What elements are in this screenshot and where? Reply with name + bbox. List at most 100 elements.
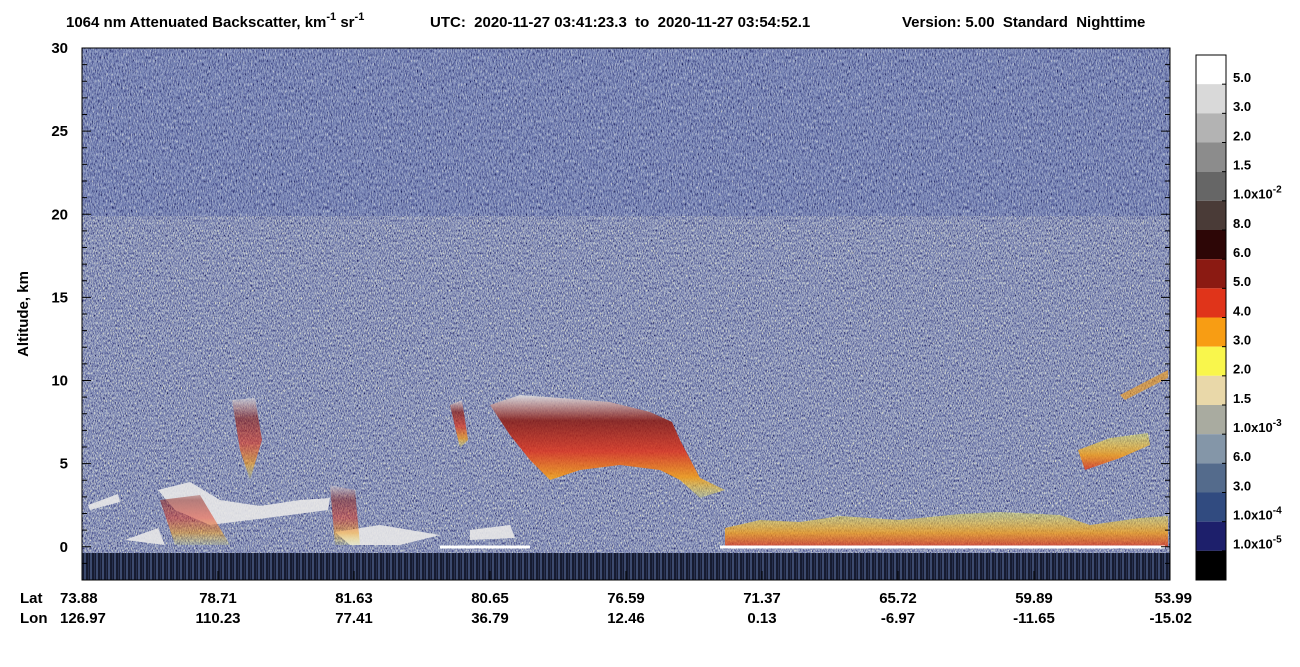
- colorbar-label-text: 5.0: [1233, 70, 1251, 85]
- lat-label: 65.72: [879, 590, 917, 607]
- colorbar-box: [1196, 346, 1226, 376]
- lon-label: 12.46: [607, 610, 645, 627]
- y-tick-label: 10: [51, 373, 68, 390]
- lon-label: 77.41: [335, 610, 373, 627]
- lat-label: 76.59: [607, 590, 645, 607]
- colorbar-label-text: 4.0: [1233, 303, 1251, 318]
- colorbar-label-text: 1.0x10: [1233, 508, 1273, 523]
- cloud: [490, 395, 725, 498]
- colorbar-box: [1196, 113, 1226, 143]
- colorbar-label: 1.0x10-3: [1233, 418, 1282, 435]
- title-part: 1064 nm Attenuated Backscatter, km: [66, 14, 326, 31]
- title-part: sr: [336, 14, 355, 31]
- colorbar-label: 1.0x10-2: [1233, 185, 1282, 202]
- lon-label: 36.79: [471, 610, 509, 627]
- colorbar-label-text: 3.0: [1233, 478, 1251, 493]
- y-axis-label: Altitude, km: [15, 271, 32, 357]
- lon-label: 110.23: [195, 610, 240, 627]
- lat-label: 78.71: [199, 590, 237, 607]
- colorbar-label: 1.0x10-5: [1233, 535, 1282, 552]
- colorbar-label: 2.0: [1233, 362, 1251, 377]
- colorbar-box: [1196, 230, 1226, 260]
- colorbar-label-text: 6.0: [1233, 245, 1251, 260]
- colorbar-label: 3.0: [1233, 478, 1251, 493]
- colorbar-label: 1.5: [1233, 391, 1251, 406]
- colorbar-box: [1196, 405, 1226, 435]
- lat-label: 59.89: [1015, 590, 1053, 607]
- cloud: [232, 398, 262, 480]
- colorbar-label-text: 1.5: [1233, 391, 1251, 406]
- cloud: [1078, 433, 1150, 470]
- colorbar-label-text: 3.0: [1233, 99, 1251, 114]
- colorbar-label: 5.0: [1233, 70, 1251, 85]
- colorbar-label: 6.0: [1233, 245, 1251, 260]
- colorbar-label: 1.5: [1233, 158, 1251, 173]
- colorbar-exponent: -4: [1273, 506, 1282, 517]
- colorbar-box: [1196, 288, 1226, 318]
- cloud: [1120, 370, 1168, 400]
- time-range: UTC: 2020-11-27 03:41:23.3 to 2020-11-27…: [430, 14, 810, 31]
- colorbar-exponent: -3: [1273, 418, 1282, 429]
- noise-upper: [82, 48, 1170, 216]
- colorbar-box: [1196, 200, 1226, 230]
- row-label: Lat: [20, 590, 43, 607]
- lon-label: -11.65: [1013, 610, 1055, 627]
- colorbar-label: 1.0x10-4: [1233, 506, 1282, 523]
- y-tick-label: 25: [51, 123, 68, 140]
- colorbar-label-text: 3.0: [1233, 333, 1251, 348]
- colorbar-box: [1196, 84, 1226, 114]
- y-tick-label: 0: [60, 539, 68, 556]
- colorbar-box: [1196, 521, 1226, 551]
- y-tick-label: 20: [51, 206, 68, 223]
- colorbar-label-text: 1.5: [1233, 158, 1251, 173]
- colorbar-label: 5.0: [1233, 274, 1251, 289]
- colorbar-label-text: 5.0: [1233, 274, 1251, 289]
- title-part: -1: [355, 11, 365, 23]
- low-cloud: [160, 485, 360, 545]
- colorbar-label: 6.0: [1233, 449, 1251, 464]
- colorbar-box: [1196, 375, 1226, 405]
- colorbar-label: 8.0: [1233, 216, 1251, 231]
- colorbar-exponent: -2: [1273, 185, 1282, 196]
- surface-cloud: [725, 512, 1168, 547]
- colorbar-box: [1196, 550, 1226, 580]
- lat-label: 71.37: [743, 590, 781, 607]
- lat-label: 73.88: [60, 590, 98, 607]
- colorbar-box: [1196, 259, 1226, 289]
- colorbar-label-text: 6.0: [1233, 449, 1251, 464]
- colorbar-label-text: 8.0: [1233, 216, 1251, 231]
- colorbar-box: [1196, 463, 1226, 493]
- plot-image: [82, 48, 1170, 580]
- lat-label: 53.99: [1154, 590, 1192, 607]
- noise-lower: [82, 216, 1170, 553]
- colorbar-label-text: 2.0: [1233, 128, 1251, 143]
- y-tick-label: 15: [51, 289, 68, 306]
- y-tick-label: 30: [51, 40, 68, 57]
- lon-label: -15.02: [1149, 610, 1192, 627]
- colorbar-label-text: 1.0x10: [1233, 187, 1273, 202]
- colorbar-exponent: -5: [1273, 535, 1282, 546]
- colorbar-box: [1196, 434, 1226, 464]
- cloud: [450, 400, 468, 448]
- colorbar-label: 4.0: [1233, 303, 1251, 318]
- lon-label: 0.13: [747, 610, 776, 627]
- colorbar-box: [1196, 142, 1226, 172]
- colorbar-label-text: 1.0x10: [1233, 420, 1273, 435]
- lon-label: -6.97: [881, 610, 915, 627]
- colorbar-label: 2.0: [1233, 128, 1251, 143]
- row-label: Lon: [20, 610, 48, 627]
- colorbar: 5.03.02.01.51.0x10-28.06.05.04.03.02.01.…: [1195, 54, 1282, 581]
- lon-label: 126.97: [60, 610, 106, 627]
- colorbar-box: [1196, 492, 1226, 522]
- lat-label: 80.65: [471, 590, 509, 607]
- colorbar-box: [1196, 171, 1226, 201]
- colorbar-label-text: 2.0: [1233, 362, 1251, 377]
- lat-label: 81.63: [335, 590, 373, 607]
- y-tick-label: 5: [60, 456, 68, 473]
- colorbar-label: 3.0: [1233, 99, 1251, 114]
- chart-title: 1064 nm Attenuated Backscatter, km-1 sr-…: [66, 11, 364, 31]
- colorbar-box: [1196, 317, 1226, 347]
- colorbar-label-text: 1.0x10: [1233, 537, 1273, 552]
- colorbar-label: 3.0: [1233, 333, 1251, 348]
